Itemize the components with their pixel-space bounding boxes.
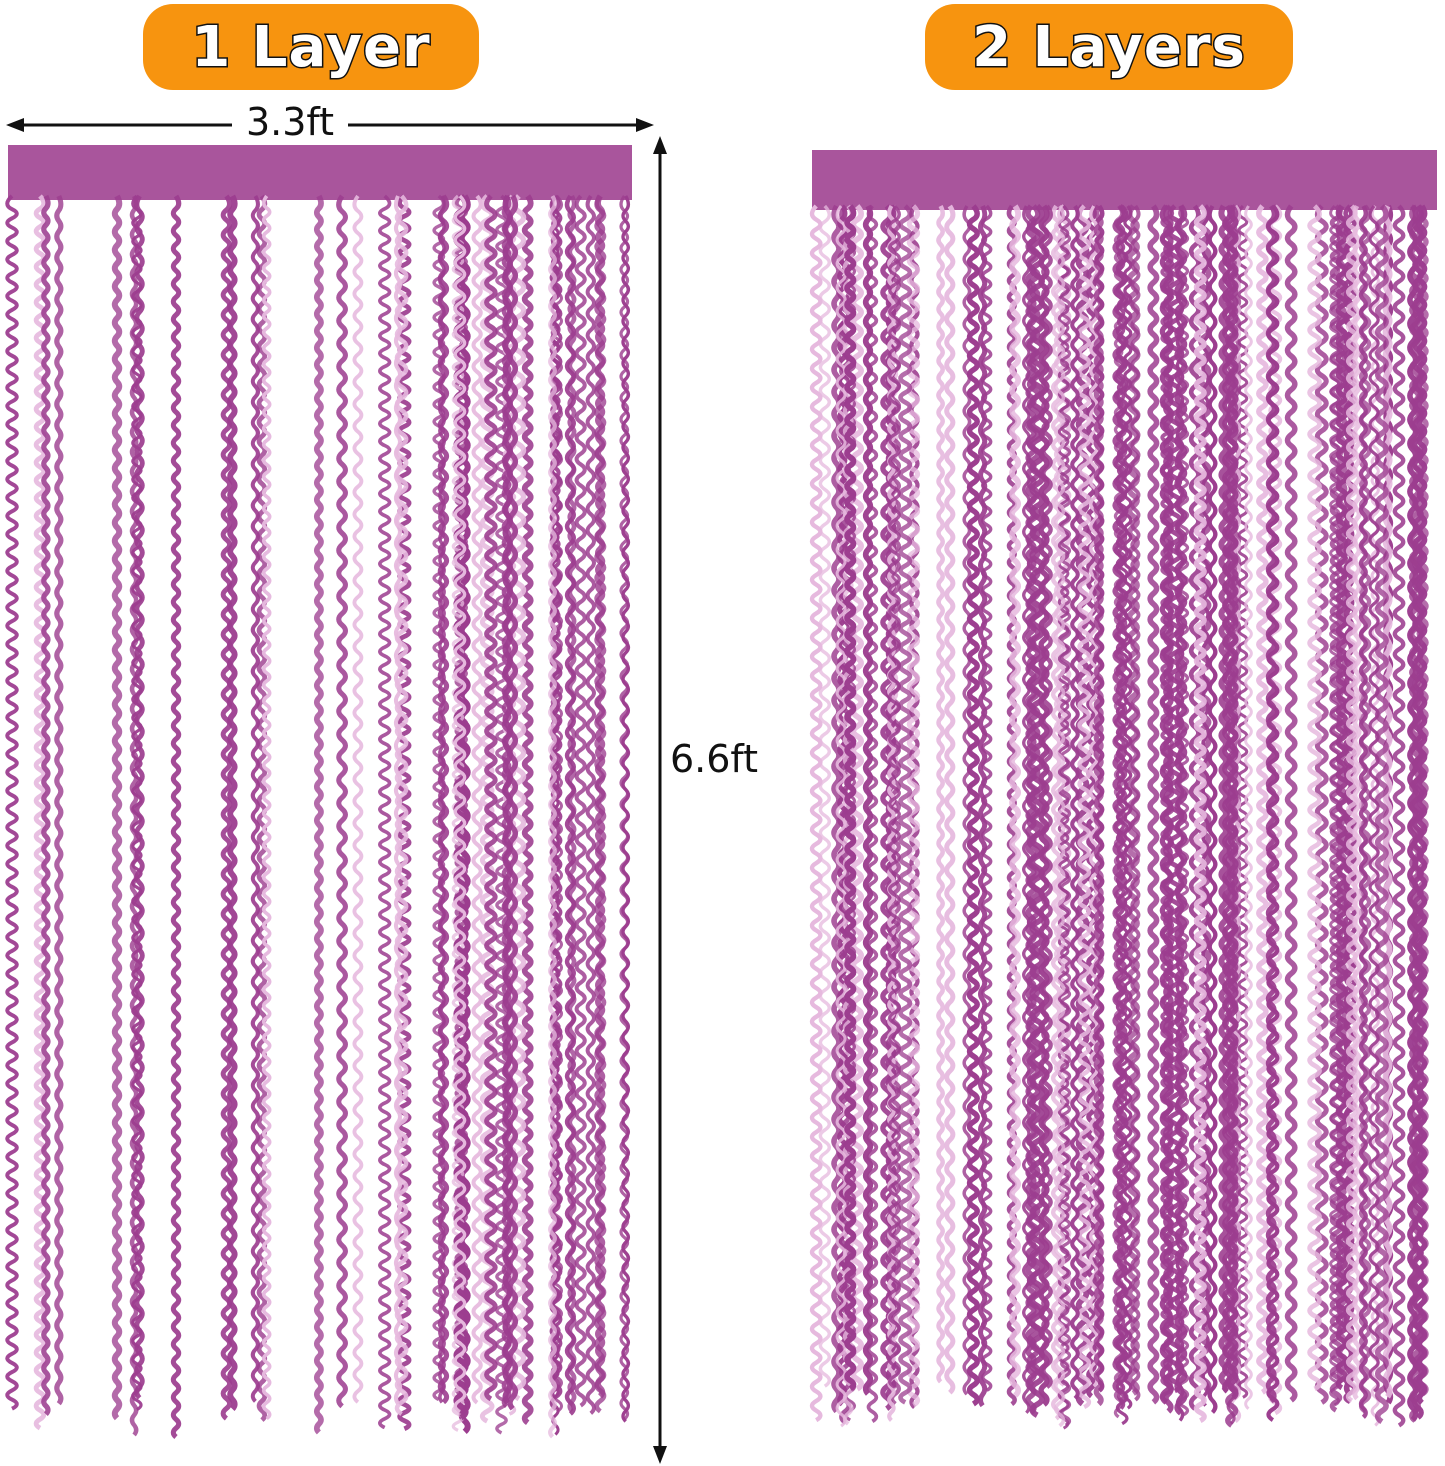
curtain-strand — [1392, 204, 1406, 1428]
width-arrow-right-head — [636, 118, 654, 132]
curtain-strand — [1077, 204, 1092, 1410]
curtain-strand — [111, 194, 123, 1421]
curtain-strand — [548, 194, 557, 1439]
curtain-strand — [1244, 205, 1253, 1410]
curtain-strand — [1126, 204, 1140, 1396]
curtain-strand — [844, 204, 857, 1392]
two-layers-badge: 2 Layers — [925, 4, 1293, 90]
curtain-two-layers — [809, 150, 1437, 1430]
height-label: 6.6ft — [670, 737, 759, 781]
curtain-strand — [54, 194, 64, 1406]
curtain-strand — [850, 204, 864, 1392]
curtain-strand — [1409, 204, 1421, 1423]
curtain-strand — [595, 194, 606, 1399]
curtain-strand — [1174, 204, 1188, 1416]
one-layer-badge: 1 Layer — [143, 4, 479, 90]
curtain-strand — [978, 204, 988, 1408]
curtain-strand — [261, 194, 272, 1421]
curtain-strand — [898, 204, 913, 1405]
curtain-strand — [585, 194, 596, 1415]
curtain-strand — [1053, 204, 1066, 1428]
width-label: 3.3ft — [232, 100, 349, 144]
curtain-strand — [437, 194, 450, 1405]
curtain-strand — [831, 204, 842, 1414]
curtain-strand — [862, 204, 874, 1396]
curtain-strand — [41, 194, 51, 1417]
two-layers-label: 2 Layers — [971, 13, 1247, 81]
curtain-strand — [511, 194, 527, 1402]
curtain-strand — [484, 194, 498, 1402]
curtain-strand — [1226, 205, 1236, 1425]
curtain-strand — [962, 205, 972, 1396]
curtain-strand — [1256, 204, 1269, 1395]
curtain-strand — [835, 205, 847, 1428]
curtain-header — [812, 150, 1437, 210]
curtain-strand — [1115, 204, 1129, 1426]
curtain-strand — [1329, 204, 1341, 1407]
curtain-strand — [1416, 204, 1428, 1405]
curtain-strand — [1009, 204, 1022, 1398]
curtain-header — [8, 145, 632, 200]
curtain-strand — [393, 195, 403, 1405]
curtain-strand — [170, 194, 182, 1439]
curtain-strand — [1086, 204, 1097, 1399]
width-arrow-left-head — [6, 118, 24, 132]
curtain-strand — [1093, 204, 1104, 1407]
curtain-strand — [1358, 204, 1368, 1419]
curtain-strand — [564, 194, 576, 1416]
curtain-strand — [33, 194, 47, 1431]
curtain-strand — [1336, 204, 1348, 1383]
height-arrow-bottom-head — [653, 1446, 667, 1464]
curtain-strand — [479, 194, 495, 1424]
curtain-strand — [313, 194, 324, 1435]
curtain-strand — [336, 194, 348, 1409]
curtain-strand — [1225, 204, 1239, 1428]
curtain-strand — [818, 204, 832, 1388]
curtain-strand — [1025, 204, 1037, 1415]
one-layer-label: 1 Layer — [190, 13, 431, 81]
curtain-strand — [378, 194, 392, 1430]
curtain-strand — [1284, 204, 1298, 1403]
curtain-strand — [1307, 204, 1322, 1392]
curtain-strand — [134, 194, 145, 1400]
curtain-strand — [619, 195, 630, 1421]
curtain-strand — [1193, 204, 1207, 1424]
curtain-strand — [1041, 204, 1053, 1389]
curtain-strand — [250, 195, 260, 1403]
curtain-strand — [1352, 204, 1362, 1401]
curtain-strand — [944, 204, 956, 1395]
curtain-strand — [1207, 204, 1218, 1414]
curtain-strand — [809, 204, 823, 1423]
curtain-strand — [1374, 204, 1389, 1425]
curtain-strand — [453, 194, 467, 1414]
curtain-strand — [1147, 204, 1160, 1405]
curtain-strand — [888, 204, 901, 1389]
curtain-strand — [129, 195, 139, 1437]
curtain-strand — [1218, 204, 1229, 1394]
curtain-one-layer — [5, 145, 632, 1439]
curtain-strand — [227, 194, 238, 1411]
curtain-strand — [471, 194, 483, 1405]
curtain-strand — [887, 205, 896, 1422]
curtain-strand — [1160, 204, 1175, 1403]
curtain-strand — [352, 194, 364, 1404]
curtain-strand — [1070, 204, 1080, 1400]
curtain-strand — [936, 204, 945, 1384]
curtain-strand — [966, 204, 980, 1407]
curtain-strand — [1345, 204, 1358, 1403]
curtain-strand — [1266, 204, 1280, 1422]
curtain-strand — [1314, 204, 1329, 1405]
curtain-strand — [1060, 204, 1072, 1427]
curtain-strand — [1368, 204, 1380, 1393]
curtain-strand — [574, 194, 587, 1408]
curtain-strand — [501, 194, 512, 1408]
curtain-strand — [5, 194, 19, 1411]
height-arrow-top-head — [653, 136, 667, 154]
